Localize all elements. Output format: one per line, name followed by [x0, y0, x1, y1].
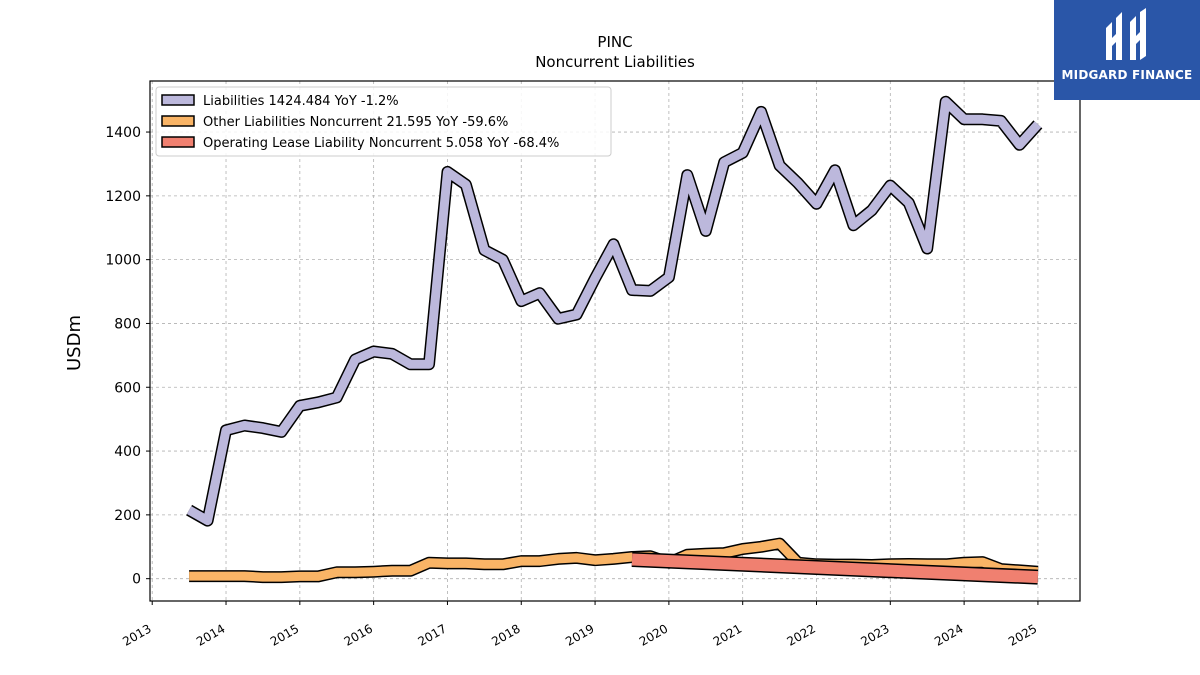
legend-swatch — [161, 94, 195, 106]
logo-text: MIDGARD FINANCE — [1061, 68, 1193, 82]
chart-title: PINC — [597, 33, 632, 51]
x-tick-label: 2021 — [711, 621, 744, 648]
x-tick-label: 2023 — [858, 621, 891, 648]
y-axis-label: USDm — [64, 315, 85, 371]
y-tick-label: 1000 — [105, 253, 141, 269]
series-line-2 — [631, 553, 1039, 584]
x-tick-label: 2014 — [194, 621, 227, 648]
chart-subtitle: Noncurrent Liabilities — [535, 53, 695, 71]
x-tick-label: 2017 — [415, 621, 448, 648]
y-tick-label: 1200 — [105, 189, 141, 205]
y-tick-label: 1400 — [105, 125, 141, 141]
series-line-0 — [186, 97, 1042, 526]
x-tick-label: 2016 — [342, 621, 375, 648]
legend-entry: Operating Lease Liability Noncurrent 5.0… — [203, 136, 559, 151]
x-axis: 2013 2014 2015 2016 2017 2018 2019 2020 2021 2022… — [120, 601, 1039, 649]
x-tick-label: 2015 — [268, 621, 301, 648]
legend-swatch — [161, 136, 195, 148]
y-tick-label: 200 — [114, 508, 141, 524]
legend-swatch — [161, 115, 195, 127]
y-tick-label: 600 — [114, 380, 141, 396]
x-tick-label: 2022 — [785, 621, 818, 648]
logo-mark-icon — [1106, 8, 1146, 60]
y-tick-label: 400 — [114, 444, 141, 460]
y-tick-label: 0 — [132, 572, 141, 588]
plot-frame — [149, 80, 1081, 602]
x-tick-label: 2013 — [120, 621, 153, 648]
legend-box — [155, 86, 612, 157]
series-layer — [186, 95, 1043, 585]
grid — [150, 81, 1080, 601]
x-tick-label: 2024 — [932, 621, 965, 648]
logo: MIDGARD FINANCE — [1054, 0, 1200, 100]
x-tick-label: 2018 — [489, 621, 522, 648]
y-tick-label: 800 — [114, 316, 141, 332]
x-tick-label: 2019 — [563, 621, 596, 648]
legend-entry: Liabilities 1424.484 YoY -1.2% — [203, 94, 399, 109]
x-tick-label: 2020 — [637, 621, 670, 648]
y-axis: 0 200 400 600 800 1000 1200 1400 — [105, 125, 150, 588]
legend: Liabilities 1424.484 YoY -1.2% Other Liab… — [155, 86, 612, 157]
legend-entry: Other Liabilities Noncurrent 21.595 YoY … — [203, 115, 508, 130]
series-outline-0 — [186, 95, 1043, 527]
x-tick-label: 2025 — [1006, 621, 1039, 648]
